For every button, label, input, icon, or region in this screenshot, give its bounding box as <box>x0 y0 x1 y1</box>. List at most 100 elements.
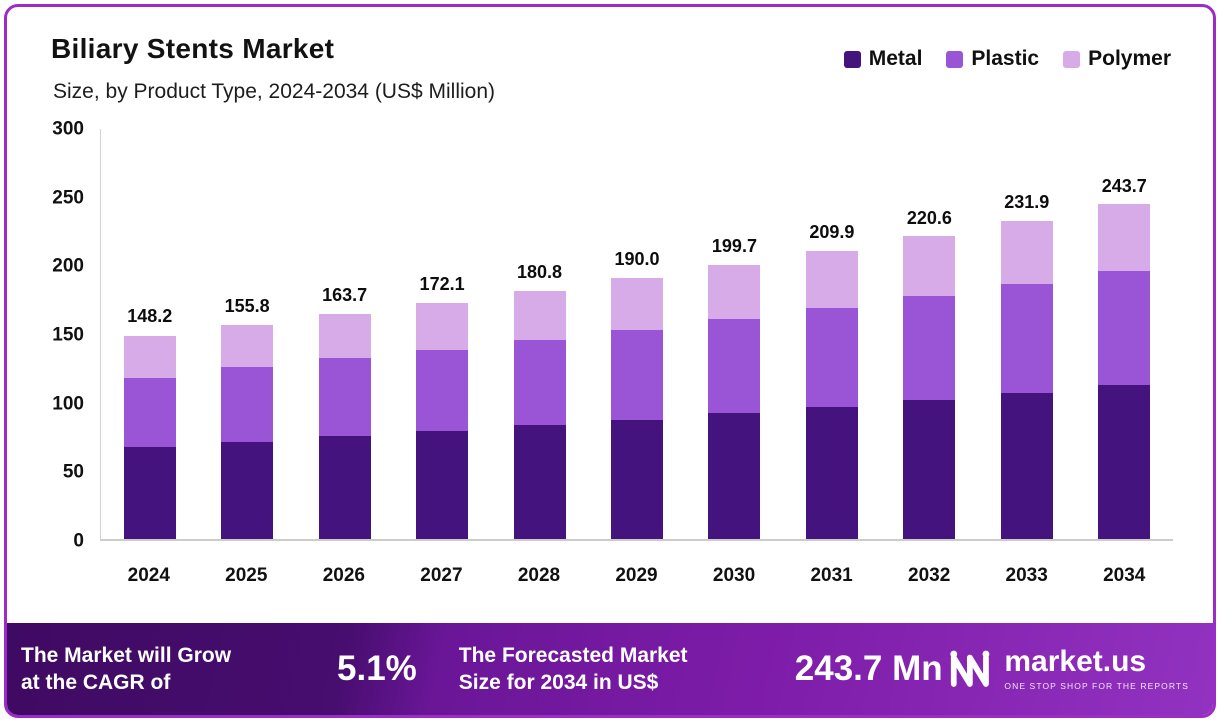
segment-plastic-2025 <box>221 367 274 442</box>
bar-total-label: 220.6 <box>906 207 952 228</box>
legend-label: Polymer <box>1088 47 1171 70</box>
segment-plastic-2027 <box>416 350 469 431</box>
bar-stack-2027 <box>416 302 469 539</box>
segment-metal-2029 <box>610 419 663 539</box>
brand-name: market.us <box>1004 645 1147 678</box>
market-us-logo-icon <box>950 650 990 687</box>
segment-polymer-2028 <box>513 290 566 340</box>
bar-total-label: 163.7 <box>322 285 368 306</box>
y-tick-label: 200 <box>52 255 84 277</box>
bar-total-label: 180.8 <box>517 261 563 282</box>
forecast-value: 243.7 Mn <box>794 649 943 688</box>
bar-2029: 190.0 <box>588 129 685 539</box>
segment-plastic-2033 <box>1000 283 1053 394</box>
x-tick-label: 2030 <box>712 565 756 586</box>
bar-2026: 163.7 <box>296 129 393 539</box>
bar-total-label: 231.9 <box>1004 192 1050 213</box>
segment-plastic-2026 <box>318 358 371 436</box>
legend: Metal Plastic Polymer <box>843 47 1175 71</box>
segment-polymer-2027 <box>416 302 469 351</box>
bar-2033: 231.9 <box>978 129 1075 539</box>
plot-area: 148.2 155.8 163.7 172.1 180.8 190.0 199.7 209.9… <box>100 129 1173 541</box>
segment-metal-2033 <box>1000 393 1053 539</box>
bar-stack-2032 <box>903 236 956 539</box>
segment-polymer-2026 <box>318 314 371 359</box>
segment-metal-2024 <box>123 447 176 539</box>
bar-stack-2028 <box>513 290 566 539</box>
segment-plastic-2030 <box>708 318 761 413</box>
brand: market.us ONE STOP SHOP FOR THE REPORTS <box>948 647 1189 691</box>
y-tick-label: 150 <box>52 324 84 346</box>
x-tick-label: 2032 <box>908 565 951 586</box>
segment-polymer-2034 <box>1098 204 1151 272</box>
chart-header: Biliary Stents Market Size, by Product T… <box>45 33 1175 104</box>
segment-metal-2025 <box>221 441 274 539</box>
title-block: Biliary Stents Market Size, by Product T… <box>45 33 495 104</box>
segment-polymer-2025 <box>221 325 274 368</box>
footer-banner: The Market will Grow at the CAGR of 5.1%… <box>7 623 1213 715</box>
x-axis: 2024 2025 2026 2027 2028 2029 2030 2031 2032 2033… <box>100 565 1173 587</box>
bar-2032: 220.6 <box>881 129 978 539</box>
segment-metal-2031 <box>805 407 858 539</box>
y-tick-label: 300 <box>52 118 84 140</box>
chart-section: Biliary Stents Market Size, by Product T… <box>7 7 1213 623</box>
bar-stack-2029 <box>610 278 663 539</box>
segment-polymer-2033 <box>1000 220 1053 284</box>
y-tick-label: 50 <box>62 461 84 483</box>
cagr-value: 5.1% <box>337 649 417 688</box>
chart-subtitle: Size, by Product Type, 2024-2034 (US$ Mi… <box>53 80 496 103</box>
bar-2027: 172.1 <box>393 129 490 539</box>
chart-title: Biliary Stents Market <box>51 33 335 64</box>
plot-row: 0 50 100 150 200 250 300 148.2 155.8 163.7 172.1 1… <box>45 120 1173 551</box>
segment-metal-2027 <box>416 430 469 539</box>
segment-plastic-2031 <box>805 307 858 408</box>
forecast-label: The Forecasted Market Size for 2034 in U… <box>458 643 688 694</box>
x-tick-label: 2031 <box>810 565 853 586</box>
bar-total-label: 243.7 <box>1101 175 1147 196</box>
legend-label: Plastic <box>971 47 1040 70</box>
y-tick-label: 100 <box>52 393 84 415</box>
y-tick-label: 0 <box>73 530 84 552</box>
bar-total-label: 172.1 <box>419 273 465 294</box>
bar-stack-2031 <box>805 250 858 539</box>
x-tick-label: 2029 <box>615 565 658 586</box>
legend-item-plastic: Plastic <box>946 47 1039 71</box>
y-axis: 0 50 100 150 200 250 300 <box>45 120 100 551</box>
segment-plastic-2032 <box>903 295 956 401</box>
x-tick-label: 2024 <box>127 565 170 586</box>
x-tick-label: 2034 <box>1103 565 1146 586</box>
segment-plastic-2024 <box>123 377 176 447</box>
legend-swatch-plastic <box>946 50 964 68</box>
bar-2024: 148.2 <box>101 129 198 539</box>
segment-metal-2028 <box>513 425 566 539</box>
cagr-label: The Market will Grow at the CAGR of <box>21 643 232 694</box>
segment-metal-2032 <box>903 400 956 539</box>
bar-2028: 180.8 <box>491 129 588 539</box>
x-tick-label: 2028 <box>517 565 561 586</box>
segment-polymer-2024 <box>123 335 176 378</box>
x-tick-label: 2033 <box>1005 565 1048 586</box>
bar-2030: 199.7 <box>686 129 783 539</box>
bar-2025: 155.8 <box>198 129 295 539</box>
bar-2031: 209.9 <box>783 129 880 539</box>
segment-plastic-2028 <box>513 339 566 426</box>
bar-stack-2034 <box>1098 204 1151 539</box>
legend-swatch-polymer <box>1063 50 1081 68</box>
segment-polymer-2032 <box>903 236 956 296</box>
segment-metal-2034 <box>1098 385 1151 539</box>
segment-polymer-2029 <box>610 278 663 330</box>
legend-item-polymer: Polymer <box>1063 47 1171 71</box>
y-tick-label: 250 <box>52 187 84 209</box>
bar-stack-2033 <box>1000 220 1053 539</box>
segment-polymer-2031 <box>805 250 858 308</box>
bar-total-label: 148.2 <box>127 306 173 327</box>
x-tick-label: 2027 <box>420 565 463 586</box>
bar-stack-2025 <box>221 325 274 539</box>
bar-total-label: 199.7 <box>711 236 757 257</box>
bar-stack-2030 <box>708 264 761 539</box>
bar-total-label: 190.0 <box>614 249 660 270</box>
bar-stack-2026 <box>318 314 371 539</box>
bar-2034: 243.7 <box>1076 129 1173 539</box>
stacked-bar-chart: 0 50 100 150 200 250 300 148.2 155.8 163.7 172.1 1… <box>45 120 1173 587</box>
legend-item-metal: Metal <box>843 47 922 71</box>
